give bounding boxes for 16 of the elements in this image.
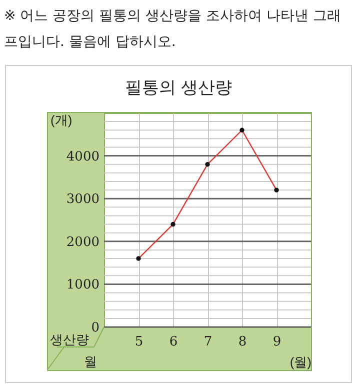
x-axis-title: (월) [290, 354, 312, 370]
y-tick-label: 3000 [66, 192, 100, 208]
text: 월 [84, 354, 97, 371]
text: 생산량 [50, 332, 89, 349]
y-tick-label: 4000 [66, 149, 100, 164]
text: ※ 어느 공장의 필통의 생산량을 조사하여 나타낸 그래프입니다. 물음에 답하시오. [4, 7, 342, 52]
x-tick-label: 5 [134, 334, 144, 350]
y-tick-label: 0 [91, 320, 100, 336]
chart-title: 필통의 생산량 [124, 77, 234, 99]
x-tick-label: 6 [169, 334, 178, 350]
x-tick-label: 8 [238, 334, 247, 350]
y-tick-label: 1000 [66, 278, 100, 293]
y-tick-label: 2000 [66, 234, 100, 250]
x-tick-label: 9 [272, 334, 282, 350]
x-tick-label: 7 [204, 334, 212, 350]
y-axis-title: (개) [50, 112, 72, 128]
